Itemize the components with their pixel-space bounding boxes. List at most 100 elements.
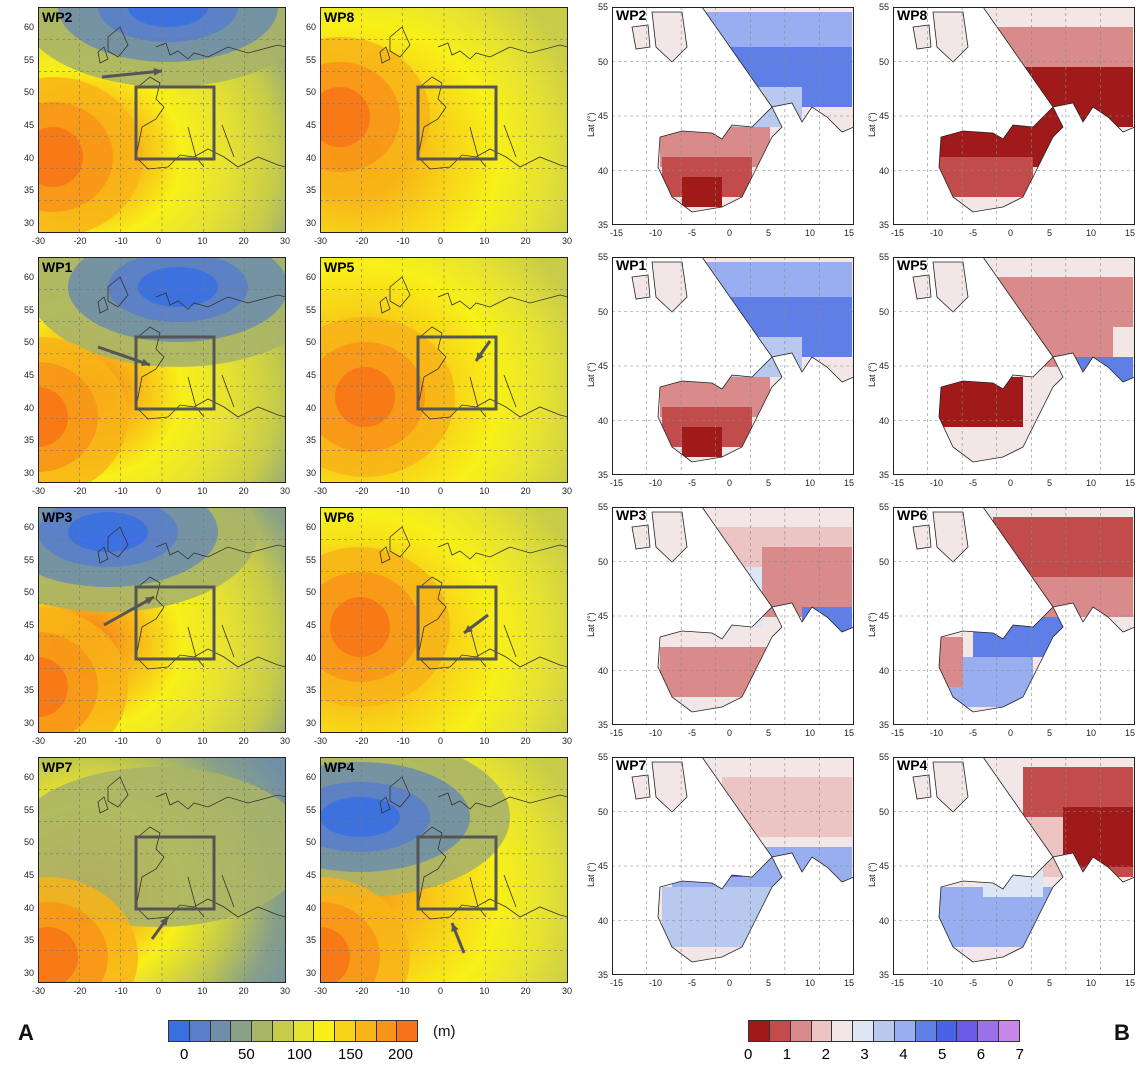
x-tick-a: 0 (438, 486, 444, 496)
x-tick-b: -5 (969, 228, 978, 238)
y-tick-b: 50 (879, 556, 890, 567)
y-tick-b: 55 (598, 502, 609, 512)
x-tick-a: -30 (314, 236, 328, 246)
x-tick-b: 5 (1047, 978, 1053, 988)
y-axis-label-b: Lat (°) (867, 612, 877, 637)
y-tick-b: 55 (879, 2, 890, 12)
x-tick-b: 5 (1047, 478, 1053, 488)
y-tick-a: 40 (24, 152, 35, 163)
x-tick-b: 15 (844, 728, 855, 738)
y-tick-a: 50 (24, 337, 35, 348)
y-axis-label-b: Lat (°) (586, 112, 596, 137)
x-tick-a: 0 (438, 986, 444, 996)
y-tick-b: 45 (598, 111, 609, 121)
y-tick-a: 45 (24, 370, 35, 380)
x-tick-a: -20 (73, 736, 87, 746)
y-tick-a: 50 (306, 337, 317, 348)
colorbar-b-swatch (894, 1021, 916, 1041)
y-tick-b: 45 (598, 361, 609, 371)
x-tick-b: 0 (1008, 978, 1014, 988)
x-tick-b: 5 (1047, 228, 1053, 238)
colorbar-b-tick: 2 (821, 1046, 830, 1063)
y-tick-a: 45 (306, 620, 317, 630)
colorbar-a-swatch (189, 1021, 211, 1041)
y-tick-a: 60 (306, 522, 317, 532)
x-tick-a: -10 (114, 236, 128, 246)
x-tick-a: -10 (396, 486, 410, 496)
wp-label-b-wp2: WP2 (616, 7, 647, 23)
y-tick-a: 60 (306, 772, 317, 782)
wp-label-b-wp5: WP5 (897, 257, 928, 273)
anomaly-map-wp3: WP3 (612, 507, 854, 725)
colorbar-a-swatch (335, 1021, 356, 1041)
wp-label-wp7: WP7 (42, 759, 73, 775)
colorbar-a-swatch (272, 1021, 294, 1041)
y-tick-a: 40 (306, 902, 317, 913)
x-tick-a: 0 (438, 736, 444, 746)
anomaly-map-wp8: WP8 (893, 7, 1135, 225)
colorbar-a-tick: 200 (388, 1046, 414, 1063)
y-tick-a: 40 (306, 152, 317, 163)
y-tick-b: 50 (598, 806, 609, 817)
x-tick-b: 0 (1008, 728, 1014, 738)
x-tick-a: 0 (438, 236, 444, 246)
y-tick-a: 60 (24, 272, 35, 282)
y-tick-a: 50 (24, 87, 35, 98)
x-tick-a: 10 (197, 986, 208, 996)
y-tick-b: 35 (879, 220, 890, 230)
x-tick-a: -10 (114, 736, 128, 746)
y-tick-b: 45 (879, 611, 890, 621)
x-tick-b: -15 (891, 478, 905, 488)
x-tick-b: 5 (1047, 728, 1053, 738)
x-tick-b: 15 (1125, 728, 1136, 738)
y-tick-a: 55 (24, 804, 35, 815)
colorbar-b-tick: 4 (899, 1046, 908, 1063)
x-tick-b: 10 (805, 228, 816, 238)
x-tick-a: 10 (479, 236, 490, 246)
x-tick-b: 15 (844, 478, 855, 488)
colorbar-b-tick: 7 (1015, 1046, 1024, 1063)
y-tick-b: 45 (598, 861, 609, 871)
x-tick-b: 15 (844, 978, 855, 988)
y-tick-b: 40 (879, 915, 890, 926)
wp-label-wp4: WP4 (324, 759, 355, 775)
y-tick-a: 50 (306, 587, 317, 598)
x-tick-b: 5 (766, 978, 772, 988)
y-tick-b: 55 (598, 252, 609, 262)
x-tick-b: -15 (610, 728, 624, 738)
y-tick-b: 40 (598, 915, 609, 926)
colorbar-b-tick: 0 (744, 1046, 753, 1063)
x-tick-a: 20 (238, 236, 249, 246)
y-tick-b: 40 (879, 665, 890, 676)
x-tick-b: -10 (649, 478, 663, 488)
x-tick-a: -20 (355, 236, 369, 246)
y-tick-a: 55 (306, 554, 317, 565)
y-tick-a: 50 (24, 837, 35, 848)
x-tick-a: -10 (396, 236, 410, 246)
geopotential-map-wp4: WP4 (320, 757, 568, 983)
x-tick-b: 10 (1086, 478, 1097, 488)
x-tick-b: 10 (1086, 978, 1097, 988)
geopotential-map-wp3: WP3 (38, 507, 286, 733)
x-tick-a: -30 (32, 236, 46, 246)
x-tick-b: 10 (805, 478, 816, 488)
x-tick-b: 0 (727, 978, 733, 988)
y-tick-a: 40 (24, 902, 35, 913)
x-tick-b: 10 (1086, 728, 1097, 738)
y-tick-b: 50 (879, 306, 890, 317)
x-tick-b: -10 (930, 478, 944, 488)
y-tick-a: 30 (306, 718, 317, 728)
y-tick-b: 55 (879, 252, 890, 262)
geopotential-map-wp2: WP2 (38, 7, 286, 233)
x-tick-b: -5 (688, 978, 697, 988)
y-tick-a: 50 (24, 587, 35, 598)
x-tick-a: 30 (280, 486, 291, 496)
x-tick-a: 0 (156, 486, 162, 496)
x-tick-a: 30 (562, 736, 573, 746)
x-tick-a: -20 (355, 736, 369, 746)
x-tick-a: 10 (197, 486, 208, 496)
y-tick-b: 35 (879, 970, 890, 980)
anomaly-map-wp6: WP6 (893, 507, 1135, 725)
x-tick-a: -20 (73, 486, 87, 496)
x-tick-a: -30 (314, 736, 328, 746)
